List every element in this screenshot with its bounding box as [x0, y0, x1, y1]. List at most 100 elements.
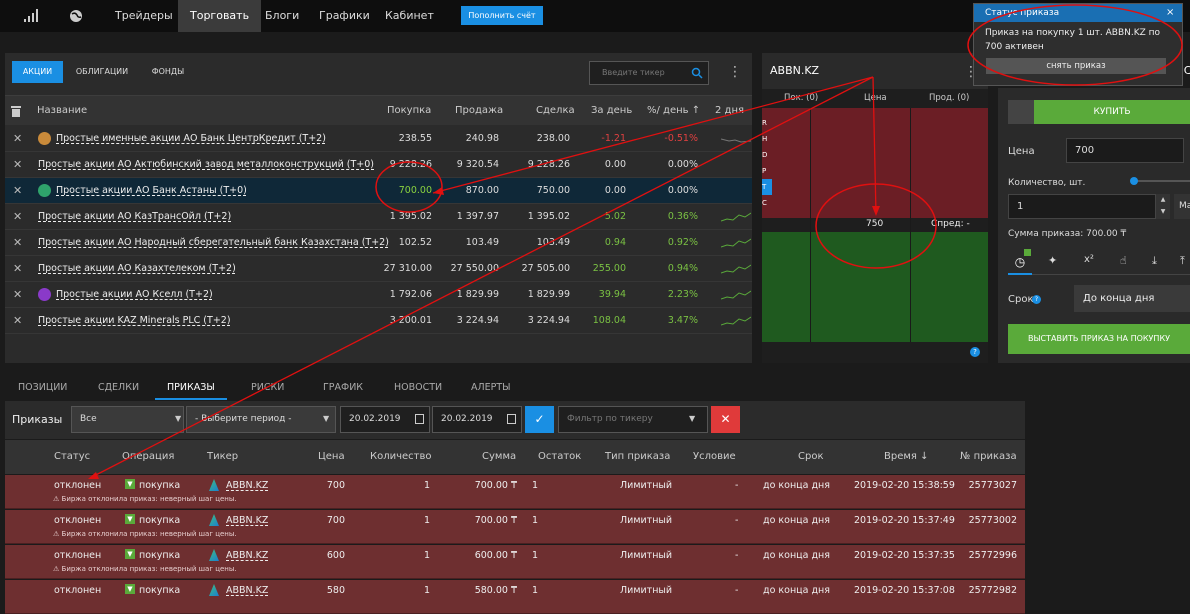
trash-icon[interactable]	[11, 105, 21, 117]
instrument-name[interactable]: Простые акции АО КазТрансОйл (T+2)	[38, 211, 232, 222]
close-icon[interactable]: ×	[1166, 7, 1175, 18]
side-letter[interactable]: P	[762, 167, 767, 175]
buy-price[interactable]: 700.00	[398, 185, 432, 196]
col-sum[interactable]: Сумма	[482, 451, 517, 462]
cancel-order-button[interactable]: снять приказ	[986, 58, 1166, 74]
instrument-row[interactable]: ✕ Простые акции АО КазТрансОйл (T+2) 1 3…	[5, 204, 752, 230]
tab-deals[interactable]: СДЕЛКИ	[98, 382, 140, 393]
instrument-name[interactable]: Простые акции АО Народный сберегательный…	[38, 237, 389, 248]
col-sell[interactable]: Продажа	[455, 105, 504, 116]
instrument-name[interactable]: Простые акции АО Банк Астаны (T+0)	[56, 185, 247, 196]
term-select[interactable]: До конца дня	[1074, 285, 1190, 312]
download-icon[interactable]: ⤓	[1152, 254, 1157, 267]
instrument-row[interactable]: ✕ Простые акции АО Народный сберегательн…	[5, 230, 752, 256]
remove-icon[interactable]: ✕	[13, 210, 23, 223]
power-icon[interactable]: x²	[1084, 254, 1094, 265]
order-ticker[interactable]: ABBN.KZ	[226, 515, 269, 526]
col-buy[interactable]: Покупка	[387, 105, 432, 116]
order-ticker[interactable]: ABBN.KZ	[226, 585, 269, 596]
sell-price[interactable]: 1 397.97	[456, 211, 499, 222]
sell-price[interactable]: 27 550.00	[450, 263, 499, 274]
tab-stocks[interactable]: АКЦИИ	[12, 61, 63, 83]
remove-icon[interactable]: ✕	[13, 262, 23, 275]
sell-side-button[interactable]	[1008, 100, 1034, 124]
col-day[interactable]: За день	[591, 105, 633, 116]
nav-blogs[interactable]: Блоги	[265, 9, 300, 22]
clear-filter-button[interactable]: ✕	[711, 406, 740, 433]
instrument-row[interactable]: ✕ Простые акции АО Актюбинский завод мет…	[5, 152, 752, 178]
nav-trade[interactable]: Торговать	[178, 0, 262, 32]
remove-icon[interactable]: ✕	[13, 132, 23, 145]
tab-alerts[interactable]: АЛЕРТЫ	[471, 382, 511, 393]
quantity-stepper[interactable]: ▲ ▼	[1156, 194, 1170, 219]
order-row[interactable]: отклонен ▼ покупка ABBN.KZ 700 1 700.00 …	[5, 510, 1025, 544]
instrument-row[interactable]: ✕ Простые акции KAZ Minerals PLC (T+2) 3…	[5, 308, 752, 334]
max-button[interactable]: Ма	[1174, 194, 1190, 219]
order-ticker[interactable]: ABBN.KZ	[226, 480, 269, 491]
remove-icon[interactable]: ✕	[13, 236, 23, 249]
status-filter-select[interactable]: Все	[71, 406, 184, 433]
ticker-filter-input[interactable]: Фильтр по тикеру	[558, 406, 708, 433]
side-letter[interactable]: C	[762, 199, 767, 207]
upload-icon[interactable]: ⤒	[1180, 254, 1185, 267]
remove-icon[interactable]: ✕	[13, 158, 23, 171]
order-row[interactable]: отклонен ▼ покупка ABBN.KZ 700 1 700.00 …	[5, 475, 1025, 509]
sparkle-icon[interactable]: ✦	[1048, 254, 1058, 267]
col-order-number[interactable]: № приказа	[960, 451, 1017, 462]
more-menu-icon[interactable]: ⋮	[728, 64, 742, 80]
instrument-row[interactable]: ✕ Простые именные акции АО Банк ЦентрКре…	[5, 126, 752, 152]
nav-charts[interactable]: Графики	[319, 9, 370, 22]
tab-orders[interactable]: ПРИКАЗЫ	[155, 375, 227, 400]
col-order-type[interactable]: Тип приказа	[605, 451, 671, 462]
instrument-name[interactable]: Простые именные акции АО Банк ЦентрКреди…	[56, 133, 326, 144]
apply-filter-button[interactable]: ✓	[525, 406, 554, 433]
sell-price[interactable]: 103.49	[465, 237, 499, 248]
nav-cabinet[interactable]: Кабинет	[385, 9, 434, 22]
orderbook-ask-zone[interactable]	[762, 108, 988, 218]
globe-icon[interactable]	[69, 9, 83, 23]
buy-price[interactable]: 27 310.00	[383, 263, 432, 274]
side-letter[interactable]: D	[762, 151, 768, 159]
tab-risks[interactable]: РИСКИ	[251, 382, 285, 393]
buy-price[interactable]: 102.52	[398, 237, 432, 248]
submit-order-button[interactable]: ВЫСТАВИТЬ ПРИКАЗ НА ПОКУПКУ	[1008, 324, 1190, 354]
col-2days[interactable]: 2 дня	[715, 105, 745, 116]
term-help-icon[interactable]: ?	[1032, 295, 1041, 304]
instrument-row[interactable]: ✕ Простые акции АО Банк Астаны (T+0) 700…	[5, 178, 752, 204]
calendar-icon[interactable]	[507, 414, 516, 424]
col-name[interactable]: Название	[37, 105, 88, 116]
price-input[interactable]: 700	[1066, 138, 1184, 163]
col-operation[interactable]: Операция	[122, 451, 175, 462]
buy-price[interactable]: 9 228.26	[389, 159, 432, 170]
nav-traders[interactable]: Трейдеры	[115, 9, 173, 22]
instrument-row[interactable]: ✕ Простые акции АО Кселл (T+2) 1 792.06 …	[5, 282, 752, 308]
quantity-slider[interactable]	[1130, 177, 1190, 185]
col-ticker[interactable]: Тикер	[207, 451, 239, 462]
sell-price[interactable]: 240.98	[465, 133, 499, 144]
buy-price[interactable]: 1 792.06	[389, 289, 432, 300]
tab-funds[interactable]: ФОНДЫ	[151, 67, 185, 76]
instrument-name[interactable]: Простые акции АО Казахтелеком (T+2)	[38, 263, 236, 274]
buy-price[interactable]: 3 200.01	[389, 315, 432, 326]
instrument-name[interactable]: Простые акции АО Кселл (T+2)	[56, 289, 213, 300]
hand-icon[interactable]: ☝	[1120, 254, 1127, 267]
col-price[interactable]: Цена	[318, 451, 345, 462]
col-time[interactable]: Время ↓	[884, 451, 929, 462]
side-letter[interactable]: H	[762, 135, 768, 143]
instrument-name[interactable]: Простые акции KAZ Minerals PLC (T+2)	[38, 315, 231, 326]
orderbook-bid-zone[interactable]	[762, 232, 988, 342]
period-select[interactable]: - Выберите период -	[186, 406, 336, 433]
remove-icon[interactable]: ✕	[13, 314, 23, 327]
clock-icon[interactable]: ◷	[1008, 251, 1032, 275]
search-icon[interactable]	[691, 67, 703, 79]
col-deal[interactable]: Сделка	[536, 105, 575, 116]
calendar-icon[interactable]	[415, 414, 424, 424]
order-row[interactable]: отклонен ▼ покупка ABBN.KZ 580 1 580.00 …	[5, 580, 1025, 614]
tab-positions[interactable]: ПОЗИЦИИ	[18, 382, 68, 393]
sell-price[interactable]: 3 224.94	[456, 315, 499, 326]
col-pct[interactable]: %/ день ↑	[647, 105, 701, 116]
side-letter[interactable]: T	[762, 179, 772, 195]
order-ticker[interactable]: ABBN.KZ	[226, 550, 269, 561]
sell-price[interactable]: 870.00	[465, 185, 499, 196]
col-term[interactable]: Срок	[798, 451, 824, 462]
